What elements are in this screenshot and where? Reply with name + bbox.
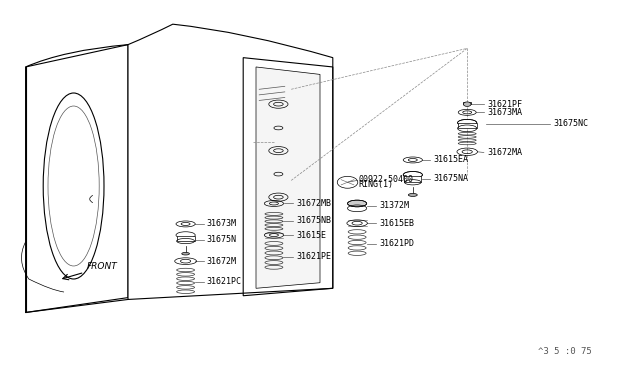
Text: FRONT: FRONT xyxy=(87,262,118,271)
Text: 31672MA: 31672MA xyxy=(487,148,522,157)
Text: 31673M: 31673M xyxy=(207,219,237,228)
Text: ^3 5 :0 75: ^3 5 :0 75 xyxy=(538,347,591,356)
Text: 31672M: 31672M xyxy=(207,257,237,266)
Text: 31675NA: 31675NA xyxy=(433,174,468,183)
Bar xyxy=(177,236,195,241)
Text: 31621PD: 31621PD xyxy=(380,239,415,248)
Text: 31621PF: 31621PF xyxy=(487,100,522,109)
Text: 31615E: 31615E xyxy=(296,231,326,240)
Text: 00922-50400: 00922-50400 xyxy=(358,175,413,184)
Text: RING(1): RING(1) xyxy=(358,180,394,189)
Text: 31672MB: 31672MB xyxy=(296,199,332,208)
Text: 31673MA: 31673MA xyxy=(487,108,522,117)
Ellipse shape xyxy=(458,119,477,126)
Text: 31615EB: 31615EB xyxy=(380,219,415,228)
Text: 31372M: 31372M xyxy=(380,201,410,210)
PathPatch shape xyxy=(128,24,333,299)
Text: 31615EA: 31615EA xyxy=(433,155,468,164)
Polygon shape xyxy=(26,45,128,312)
Ellipse shape xyxy=(182,252,189,255)
Text: 31675NC: 31675NC xyxy=(554,119,589,128)
Polygon shape xyxy=(256,67,320,288)
Ellipse shape xyxy=(408,193,417,196)
Circle shape xyxy=(463,102,471,106)
Bar xyxy=(458,123,477,128)
Text: 31675N: 31675N xyxy=(207,235,237,244)
Bar xyxy=(404,176,421,182)
Ellipse shape xyxy=(348,200,367,207)
Bar xyxy=(463,102,471,104)
Text: 31675NB: 31675NB xyxy=(296,216,332,225)
Text: 31621PE: 31621PE xyxy=(296,252,332,261)
Text: 31621PC: 31621PC xyxy=(207,278,242,286)
